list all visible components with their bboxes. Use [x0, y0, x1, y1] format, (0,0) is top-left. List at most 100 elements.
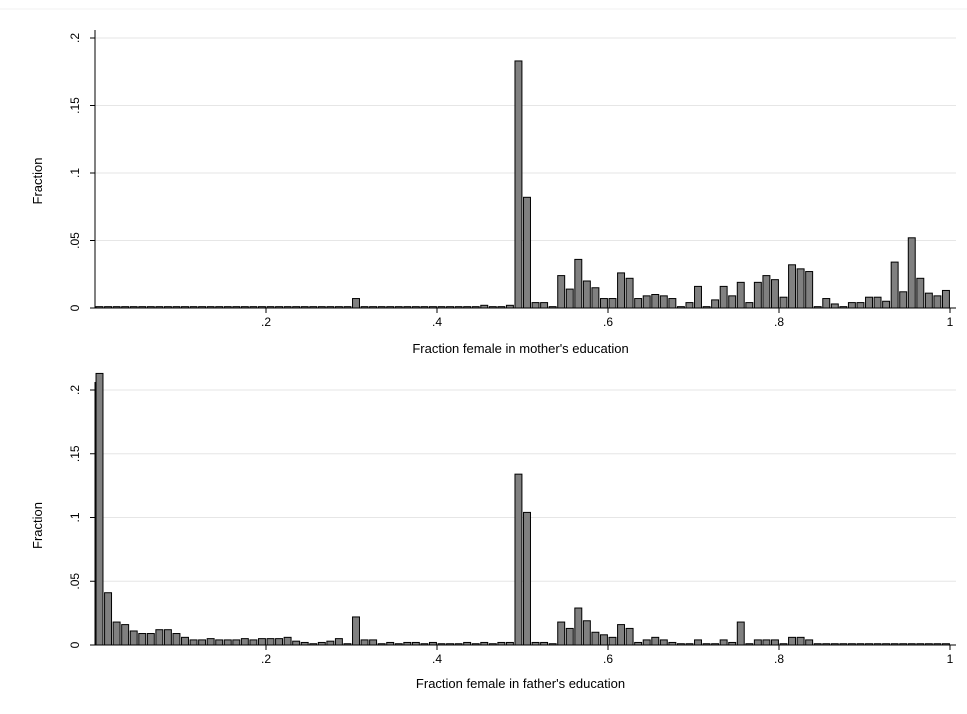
x-tick-label: .2	[261, 315, 271, 329]
father-x-ticks: .2 .4 .6 .8 1	[261, 645, 954, 666]
mother-y-axis-title: Fraction	[30, 158, 45, 205]
y-tick-label: .1	[68, 168, 82, 178]
father-y-ticks: 0 .05 .1 .15 .2	[68, 385, 95, 648]
histogram-bar	[899, 291, 908, 309]
mother-gridlines	[95, 37, 956, 241]
histogram-bar	[625, 277, 634, 309]
histogram-bar	[882, 300, 891, 309]
histogram-bar	[753, 639, 762, 646]
father-x-axis-title: Fraction female in father's education	[416, 676, 625, 691]
histogram-bar	[352, 298, 360, 309]
histogram-bar	[634, 298, 643, 309]
histogram-bar	[557, 621, 566, 646]
histogram-bar	[779, 296, 788, 309]
histogram-bar	[805, 271, 814, 309]
histogram-bar	[352, 616, 360, 646]
histogram-bar	[788, 264, 797, 309]
histogram-bar	[232, 639, 241, 646]
histogram-bar	[941, 289, 950, 309]
histogram-bar	[557, 275, 566, 309]
histogram-bar	[283, 636, 292, 646]
histogram-bar	[574, 258, 583, 309]
histogram-bar	[514, 60, 523, 309]
histogram-bar	[565, 627, 574, 646]
histogram-bar	[830, 303, 839, 309]
histogram-bar	[172, 633, 181, 646]
histogram-bar	[514, 473, 523, 646]
x-tick-label: .6	[603, 315, 613, 329]
histogram-bar	[796, 268, 805, 309]
histogram-bar	[223, 639, 232, 646]
histogram-bar	[257, 638, 266, 646]
histogram-bar	[865, 296, 873, 309]
histogram-bar	[694, 639, 702, 646]
histogram-bar	[617, 272, 626, 309]
histogram-bar	[531, 302, 540, 309]
histogram-bar	[659, 639, 668, 646]
y-tick-label: .05	[68, 573, 82, 590]
histogram-bar	[360, 639, 369, 646]
histogram-bar	[719, 639, 728, 646]
histogram-bar	[659, 295, 668, 309]
histogram-bar	[582, 620, 591, 646]
histogram-bar	[95, 372, 104, 646]
histogram-bar	[129, 630, 138, 646]
histogram-bar	[599, 634, 608, 646]
histogram-bar	[753, 281, 762, 309]
histogram-bar	[651, 294, 660, 309]
histogram-bar	[617, 624, 626, 646]
y-tick-label: 0	[68, 304, 82, 311]
x-tick-label: .6	[603, 652, 613, 666]
histogram-bar	[625, 627, 634, 646]
histogram-bar	[249, 639, 258, 646]
x-tick-label: .8	[774, 652, 784, 666]
x-tick-label: .2	[261, 652, 271, 666]
y-tick-label: .05	[68, 232, 82, 249]
histogram-bar	[745, 302, 754, 309]
mother-bars	[95, 60, 950, 309]
histogram-bar	[608, 636, 617, 646]
histogram-bar	[565, 288, 574, 309]
mother-education-panel: .2 .4 .6 .8 1 0 .05 .1 .15 .2 Fraction female in…	[30, 30, 956, 356]
father-bars	[95, 372, 950, 646]
histogram-bar	[266, 638, 275, 646]
histogram-bar	[599, 298, 608, 309]
x-tick-label: 1	[947, 652, 954, 666]
histogram-bar	[163, 629, 172, 646]
histogram-bar	[181, 636, 189, 646]
histogram-bar	[736, 281, 745, 309]
histogram-bar	[796, 636, 805, 646]
y-tick-label: .15	[68, 97, 82, 114]
histogram-bar	[847, 302, 856, 309]
histogram-bar	[788, 636, 797, 646]
histogram-bar	[523, 196, 531, 309]
y-tick-label: .2	[68, 385, 82, 395]
father-y-axis-title: Fraction	[30, 502, 45, 549]
histogram-bar	[736, 621, 745, 646]
histogram-bar	[189, 639, 198, 646]
histogram-bar	[890, 261, 899, 309]
histogram-bar	[770, 639, 779, 646]
histogram-bar	[591, 631, 600, 646]
histogram-bar	[206, 638, 215, 646]
mother-x-ticks: .2 .4 .6 .8 1	[261, 308, 954, 329]
histogram-bar	[728, 295, 737, 309]
histogram-bar	[642, 295, 651, 309]
histogram-bar	[711, 299, 720, 309]
histogram-bar	[694, 285, 702, 309]
histogram-bar	[369, 639, 378, 646]
histogram-bar	[198, 639, 207, 646]
histogram-bar	[907, 237, 916, 309]
histogram-bar	[523, 511, 531, 646]
mother-x-axis-title: Fraction female in mother's education	[412, 341, 628, 356]
histogram-bar	[642, 639, 651, 646]
histogram-bar	[155, 629, 164, 646]
histogram-bar	[933, 295, 942, 309]
histogram-bar	[215, 639, 224, 646]
histogram-bar	[916, 277, 925, 309]
histogram-bar	[574, 607, 583, 646]
histogram-bar	[924, 292, 933, 309]
x-tick-label: .8	[774, 315, 784, 329]
